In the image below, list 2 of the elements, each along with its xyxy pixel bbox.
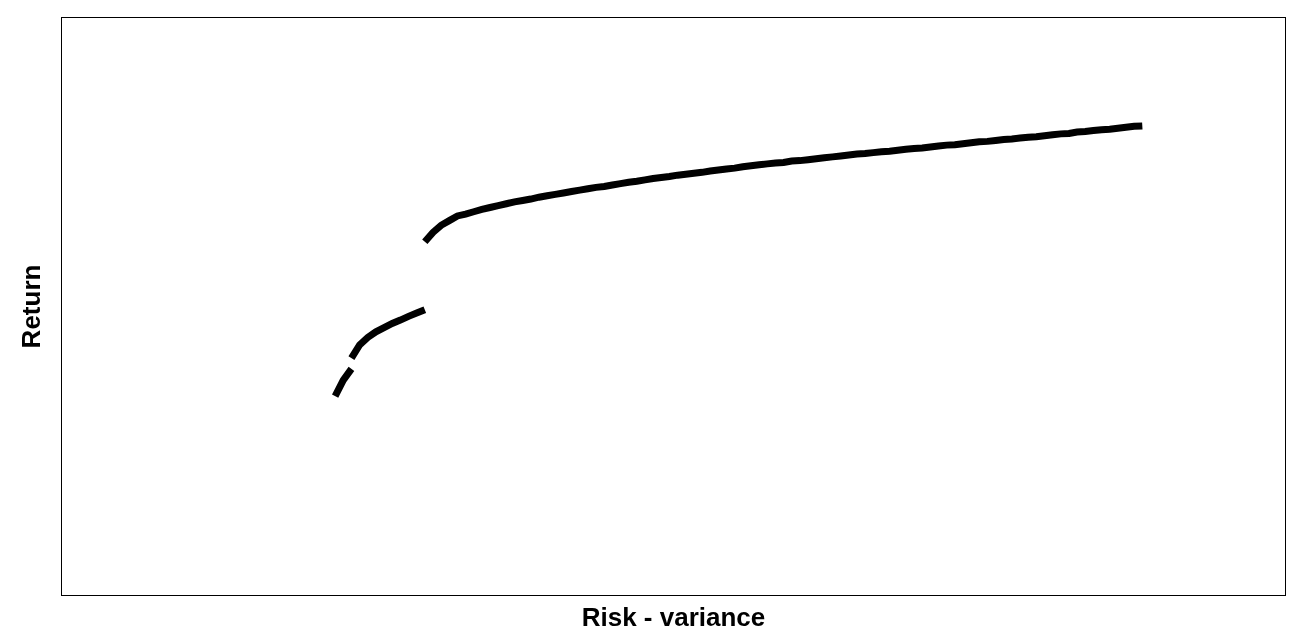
- y-axis-title: Return: [16, 264, 47, 349]
- x-axis-title: Risk - variance: [581, 601, 766, 632]
